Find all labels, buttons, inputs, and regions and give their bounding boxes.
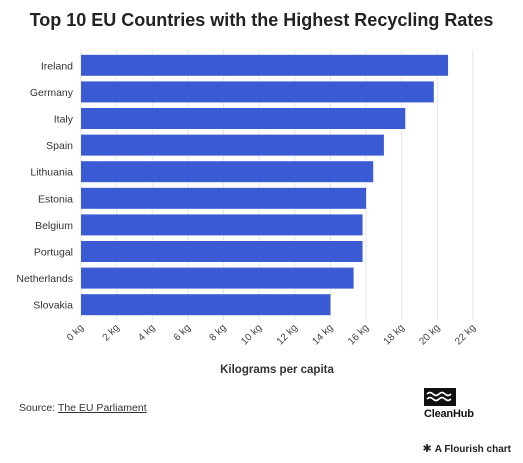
wave-icon — [424, 388, 456, 406]
logo-text: CleanHub — [424, 408, 474, 420]
bar — [81, 267, 354, 289]
category-label: Spain — [46, 140, 73, 152]
chart-title: Top 10 EU Countries with the Highest Rec… — [29, 10, 494, 30]
source-line: Source: The EU Parliament — [19, 402, 147, 414]
bar — [81, 241, 363, 262]
bar — [81, 214, 363, 236]
x-tick-label: 2 kg — [101, 322, 122, 343]
category-label: Germany — [30, 87, 74, 99]
bar — [81, 187, 367, 209]
flourish-credit[interactable]: ✱ A Flourish chart — [422, 442, 511, 455]
bar — [81, 54, 449, 76]
category-label: Lithuania — [30, 167, 73, 179]
source-prefix: Source: — [19, 402, 58, 414]
x-tick-label: 6 kg — [172, 322, 193, 343]
bar — [81, 81, 434, 103]
category-label: Netherlands — [16, 273, 73, 285]
x-tick-label: 0 kg — [65, 322, 86, 343]
category-label: Ireland — [41, 60, 73, 72]
bar — [81, 161, 374, 183]
bar-chart: Ireland Germany Italy Spain Lithuania Estonia… — [16, 50, 478, 376]
bar — [81, 108, 406, 129]
flourish-label: A Flourish chart — [434, 444, 511, 455]
x-tick-label: 4 kg — [136, 322, 157, 343]
x-tick-label: 10 kg — [239, 322, 264, 347]
x-tick-label: 16 kg — [346, 322, 371, 347]
category-label: Slovakia — [33, 300, 73, 312]
x-tick-label: 18 kg — [382, 322, 407, 347]
x-tick-label: 14 kg — [310, 322, 335, 347]
category-label: Belgium — [35, 220, 73, 232]
x-tick-label: 20 kg — [417, 322, 442, 347]
bar — [81, 134, 384, 156]
x-tick-label: 8 kg — [208, 322, 229, 343]
bar — [81, 294, 331, 316]
x-tick-label: 22 kg — [453, 322, 478, 347]
x-axis-title: Kilograms per capita — [220, 364, 334, 376]
cleanhub-logo: CleanHub — [424, 388, 484, 420]
x-tick-label: 12 kg — [275, 322, 300, 347]
category-label: Italy — [54, 114, 74, 126]
source-link[interactable]: The EU Parliament — [57, 402, 147, 414]
category-label: Portugal — [34, 247, 73, 259]
category-label: Estonia — [38, 193, 73, 205]
star-icon: ✱ — [422, 443, 432, 455]
